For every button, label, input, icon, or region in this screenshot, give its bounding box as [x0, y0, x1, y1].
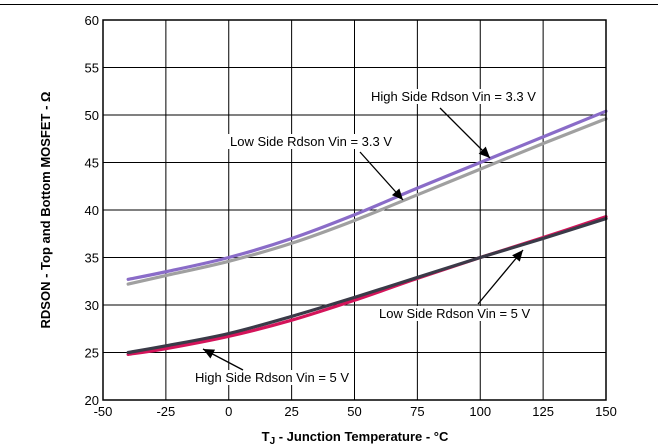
annotation-bg	[193, 370, 352, 385]
x-axis-label-rest: - Junction Temperature - °C	[275, 429, 449, 444]
annotation-arrow-head	[512, 250, 523, 262]
ticks: -50 -25 0 25 50 75 100 125 150 20 25 30 35 40 45 50 55 60	[85, 13, 617, 419]
x-tick-label: 125	[532, 404, 554, 419]
annotation-arrow-head	[478, 146, 490, 158]
annotation-arrow-shaft	[477, 249, 524, 305]
annotations: High Side Rdson Vin = 3.3 V Low Side Rdso…	[193, 89, 539, 385]
x-tick-label: -25	[156, 404, 175, 419]
annotation-bg	[228, 134, 395, 149]
plot-frame	[102, 19, 607, 401]
y-tick-label: 20	[85, 393, 99, 408]
x-tick-label: 50	[347, 404, 361, 419]
series-line-1	[126, 117, 608, 286]
annotation-label: Low Side Rdson Vin = 3.3 V	[230, 134, 392, 149]
x-axis-label-subscript: J	[270, 436, 276, 447]
x-axis-label: TJ - Junction Temperature - °C	[262, 429, 449, 447]
y-tick-label: 60	[85, 13, 99, 28]
y-tick-label: 30	[85, 298, 99, 313]
series-line-0	[126, 109, 608, 281]
x-tick-label: 25	[284, 404, 298, 419]
y-tick-label: 50	[85, 108, 99, 123]
y-axis-label: RDSON - Top and Bottom MOSFET - Ω	[38, 92, 53, 329]
annotation-label: Low Side Rdson Vin = 5 V	[379, 306, 530, 321]
series-line-3	[126, 216, 608, 355]
top-rule	[0, 4, 658, 5]
annotation-arrow-head	[391, 188, 403, 200]
x-tick-label: 75	[410, 404, 424, 419]
annotation-label: High Side Rdson Vin = 3.3 V	[371, 89, 536, 104]
x-tick-label: 100	[469, 404, 491, 419]
y-tick-label: 40	[85, 203, 99, 218]
y-tick-label: 45	[85, 156, 99, 171]
y-tick-label: 55	[85, 61, 99, 76]
annotation-arrow-shaft	[439, 107, 491, 159]
x-tick-label: 0	[225, 404, 232, 419]
annotation-bg	[377, 306, 533, 321]
x-tick-label: -50	[94, 404, 113, 419]
annotation-label: High Side Rdson Vin = 5 V	[195, 370, 349, 385]
y-tick-label: 35	[85, 251, 99, 266]
annotation-bg	[369, 89, 539, 104]
x-axis-label-main: T	[262, 429, 270, 444]
y-tick-label: 25	[85, 346, 99, 361]
series-layer	[126, 109, 608, 356]
annotation-arrow-head	[203, 349, 216, 359]
x-tick-label: 150	[595, 404, 617, 419]
